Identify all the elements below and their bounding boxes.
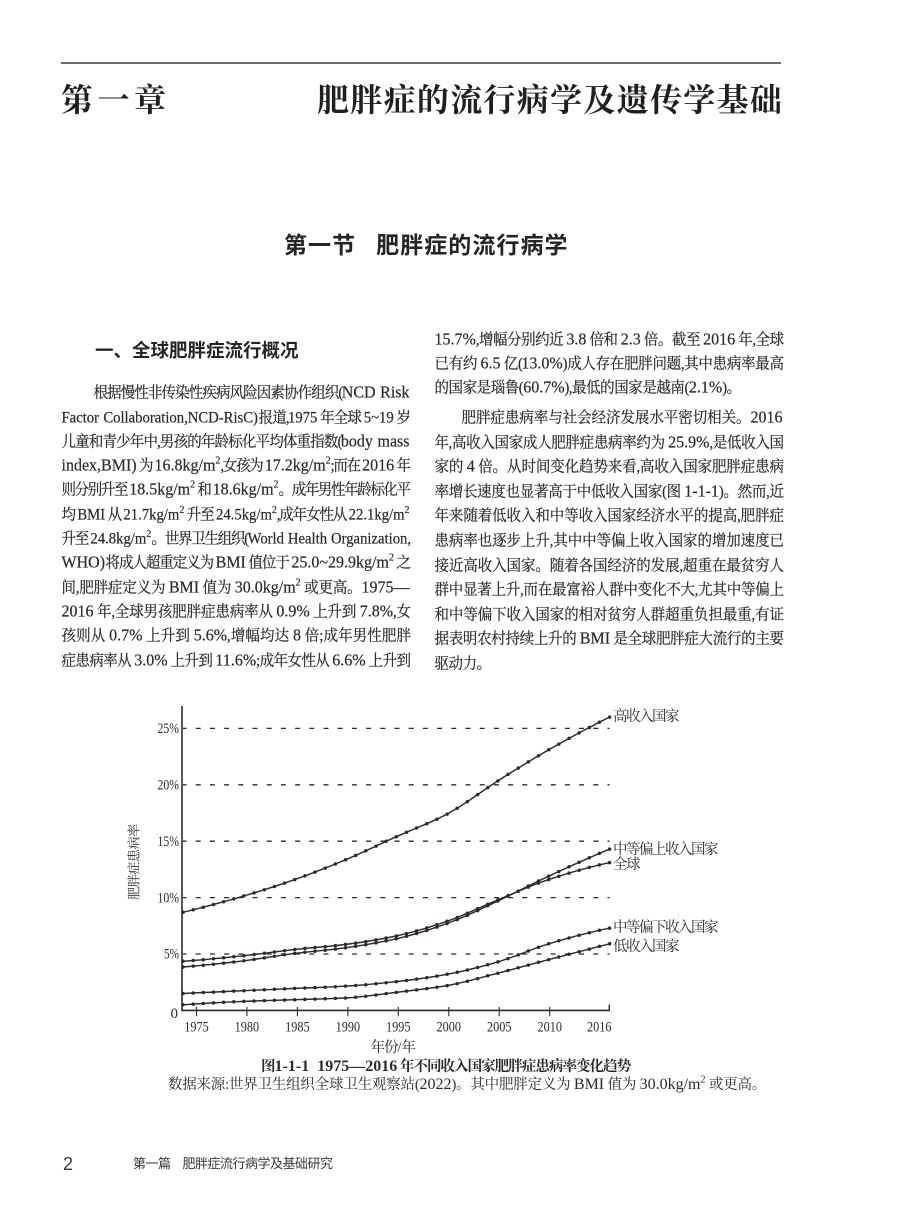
- svg-text:0: 0: [171, 1006, 179, 1022]
- svg-text:2005: 2005: [487, 1020, 512, 1036]
- svg-text:1995: 1995: [386, 1020, 411, 1036]
- svg-text:1990: 1990: [336, 1020, 361, 1036]
- svg-text:10%: 10%: [158, 890, 180, 906]
- svg-text:2000: 2000: [437, 1020, 462, 1036]
- svg-text:1985: 1985: [285, 1020, 310, 1036]
- svg-text:5%: 5%: [164, 947, 179, 963]
- svg-text:2016: 2016: [587, 1020, 612, 1036]
- svg-text:1975: 1975: [184, 1020, 209, 1036]
- svg-text:20%: 20%: [158, 778, 180, 794]
- svg-text:1980: 1980: [235, 1020, 260, 1036]
- svg-text:2010: 2010: [537, 1020, 562, 1036]
- svg-text:15%: 15%: [158, 834, 180, 850]
- svg-text:25%: 25%: [158, 721, 180, 737]
